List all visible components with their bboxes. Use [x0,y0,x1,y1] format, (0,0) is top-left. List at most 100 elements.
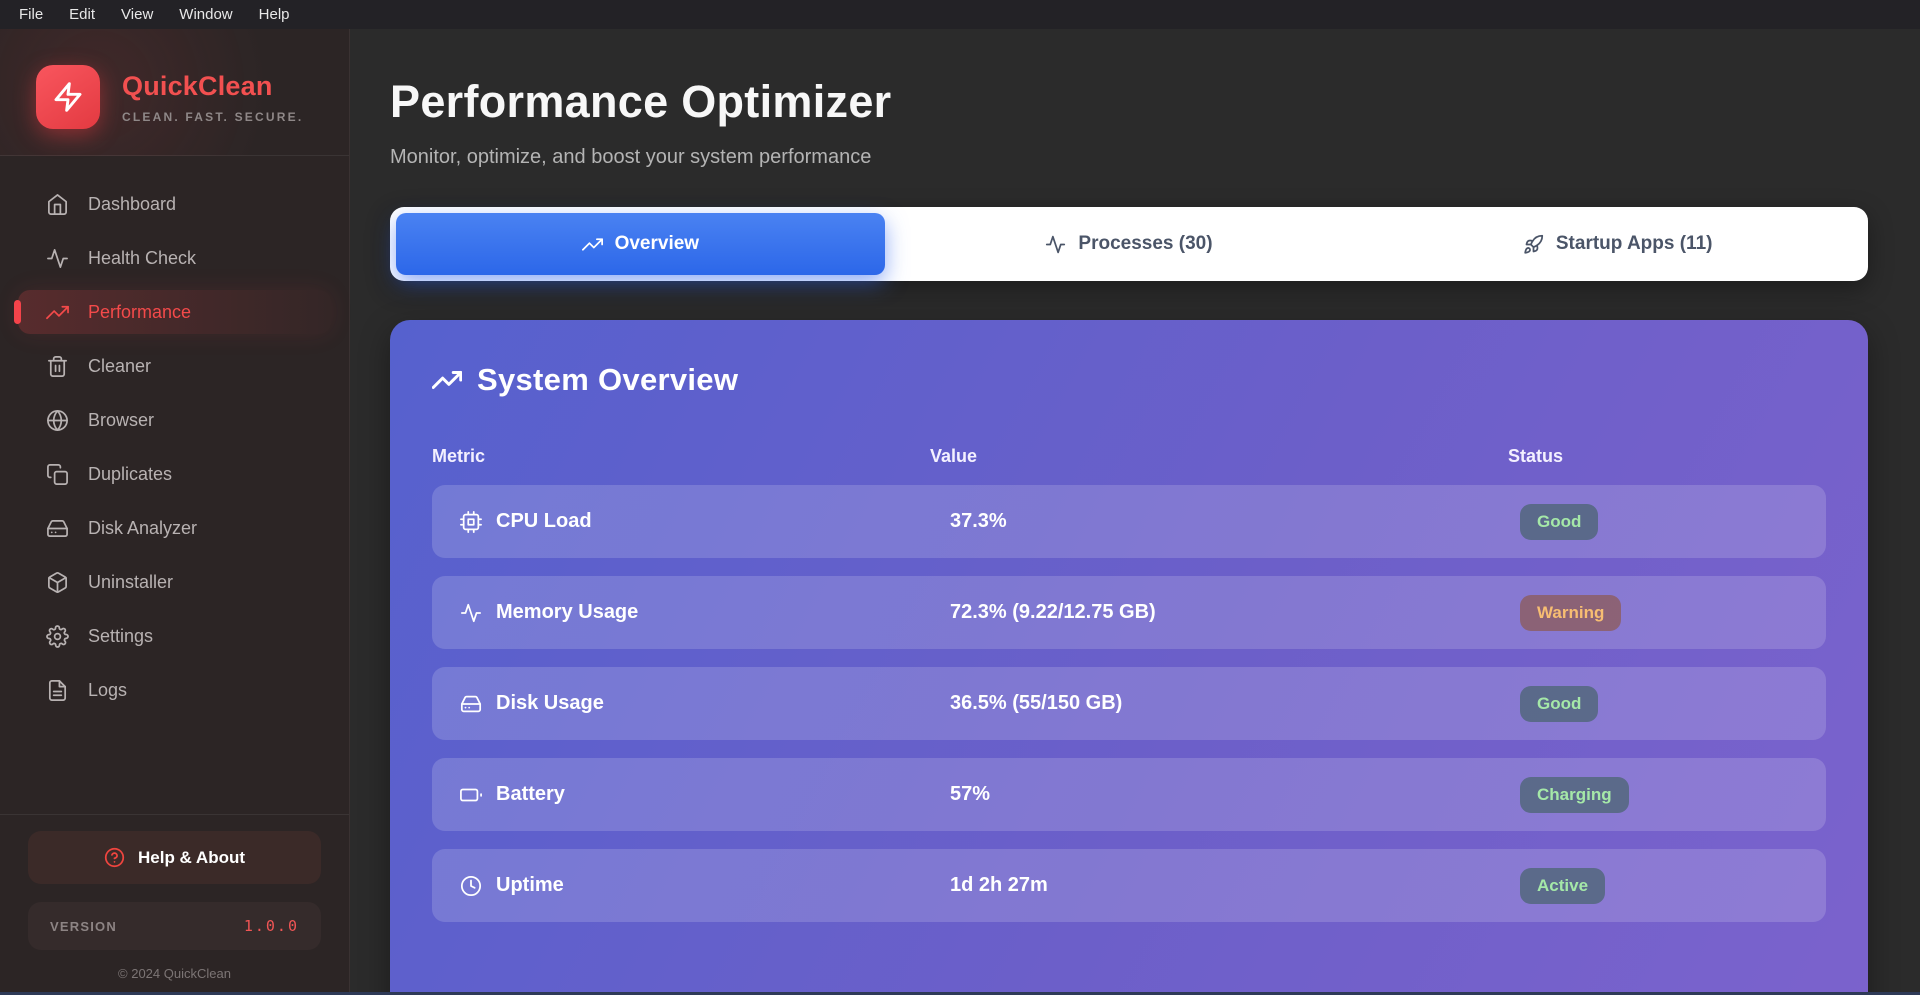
card-title-row: System Overview [432,362,1826,398]
main-content: Performance Optimizer Monitor, optimize,… [350,29,1920,995]
status-badge: Warning [1520,594,1622,631]
sidebar-item-label: Cleaner [88,355,152,376]
help-about-label: Help & About [137,847,246,867]
sidebar-item-settings[interactable]: Settings [18,614,331,658]
metric-label: Memory Usage [496,601,639,623]
metric-value: 72.3% (9.22/12.75 GB) [950,601,1156,623]
sidebar-item-label: Uninstaller [88,571,174,592]
table-header: Metric Value Status [432,446,1826,467]
column-header-metric: Metric [432,446,486,466]
trending-up-icon [581,237,603,251]
sidebar-item-logs[interactable]: Logs [18,668,331,712]
tab-startup-apps[interactable]: Startup Apps (11) [1373,213,1862,275]
menu-help[interactable]: Help [258,6,290,23]
sidebar-footer: Help & About VERSION 1.0.0 © 2024 QuickC… [0,814,349,995]
trash-icon [48,355,67,377]
sidebar-item-label: Dashboard [88,193,177,214]
cpu-icon [460,510,482,533]
system-overview-card: System Overview Metric Value Status CPU … [390,320,1868,995]
sidebar: QuickClean CLEAN. FAST. SECURE. Dashboar… [0,29,350,995]
metric-cell: Uptime [460,874,950,897]
copyright-text: © 2024 QuickClean [118,966,231,981]
hard-drive-icon [460,695,482,712]
menu-window[interactable]: Window [179,6,233,23]
version-box: VERSION 1.0.0 [28,902,321,950]
status-cell: Warning [1520,594,1826,631]
help-circle-icon [104,847,125,868]
brand-text: QuickClean CLEAN. FAST. SECURE. [122,71,303,124]
copy-icon [47,463,68,485]
metric-label: Uptime [496,874,564,896]
sidebar-item-cleaner[interactable]: Cleaner [18,344,331,388]
metric-label: Battery [496,783,565,805]
sidebar-item-label: Health Check [88,247,197,268]
menu-view[interactable]: View [121,6,154,23]
tab-overview[interactable]: Overview [396,213,885,275]
brand-header: QuickClean CLEAN. FAST. SECURE. [0,29,349,156]
metric-cell: CPU Load [460,510,950,533]
sidebar-item-duplicates[interactable]: Duplicates [18,452,331,496]
metric-value: 1d 2h 27m [950,874,1048,896]
status-badge: Charging [1520,776,1629,813]
trending-up-icon [432,371,462,389]
card-title: System Overview [477,362,739,397]
tab-label: Overview [614,233,700,254]
sidebar-item-label: Settings [88,625,154,646]
sidebar-item-performance[interactable]: Performance [14,290,331,334]
active-indicator [14,300,21,324]
sidebar-item-label: Performance [88,301,192,322]
clock-icon [460,875,482,896]
app-logo [36,65,100,129]
hard-drive-icon [47,519,68,537]
version-value: 1.0.0 [243,917,299,935]
app-window: QuickClean CLEAN. FAST. SECURE. Dashboar… [0,29,1920,995]
tab-label: Processes (30) [1078,233,1213,254]
column-header-status: Status [1508,446,1564,466]
brand-name: QuickClean [122,70,273,101]
metric-cell: Disk Usage [460,692,950,715]
sidebar-item-dashboard[interactable]: Dashboard [18,182,331,226]
home-icon [48,193,67,215]
tab-processes[interactable]: Processes (30) [885,213,1374,275]
tab-label: Startup Apps (11) [1555,233,1713,254]
version-label: VERSION [50,918,117,934]
sidebar-item-disk-analyzer[interactable]: Disk Analyzer [18,506,331,550]
package-icon [48,571,67,593]
battery-icon [460,788,482,801]
status-cell: Good [1520,503,1826,540]
sidebar-item-label: Logs [88,679,128,700]
page-subtitle: Monitor, optimize, and boost your system… [390,146,872,168]
menu-edit[interactable]: Edit [69,6,96,23]
menu-file[interactable]: File [19,6,44,23]
sidebar-nav: Dashboard Health Check Performance Clean… [0,156,349,814]
help-about-button[interactable]: Help & About [28,831,321,884]
activity-icon [1046,235,1066,253]
lightning-bolt-icon [54,82,82,112]
brand-tagline: CLEAN. FAST. SECURE. [122,109,304,124]
sidebar-item-uninstaller[interactable]: Uninstaller [18,560,331,604]
file-text-icon [48,679,67,701]
tab-bar: Overview Processes (30) Startup Apps (11… [390,207,1868,281]
activity-icon [47,248,68,268]
globe-icon [47,409,68,431]
rocket-icon [1524,234,1543,254]
status-cell: Good [1520,685,1826,722]
status-badge: Good [1520,503,1599,540]
status-cell: Charging [1520,776,1826,813]
gear-icon [46,624,69,648]
table-row-cpu-load: CPU Load 37.3% Good [432,485,1826,558]
metric-label: CPU Load [496,510,592,532]
metric-value: 57% [950,783,991,805]
sidebar-item-label: Disk Analyzer [88,517,198,538]
menu-bar: File Edit View Window Help [0,0,1920,29]
status-badge: Good [1520,685,1599,722]
column-header-value: Value [930,446,978,466]
trending-up-icon [46,305,69,319]
sidebar-item-label: Browser [88,409,155,430]
window-bottom-edge [0,992,1920,995]
table-row-disk-usage: Disk Usage 36.5% (55/150 GB) Good [432,667,1826,740]
sidebar-item-browser[interactable]: Browser [18,398,331,442]
table-row-memory-usage: Memory Usage 72.3% (9.22/12.75 GB) Warni… [432,576,1826,649]
sidebar-item-health-check[interactable]: Health Check [18,236,331,280]
metric-cell: Memory Usage [460,601,950,624]
